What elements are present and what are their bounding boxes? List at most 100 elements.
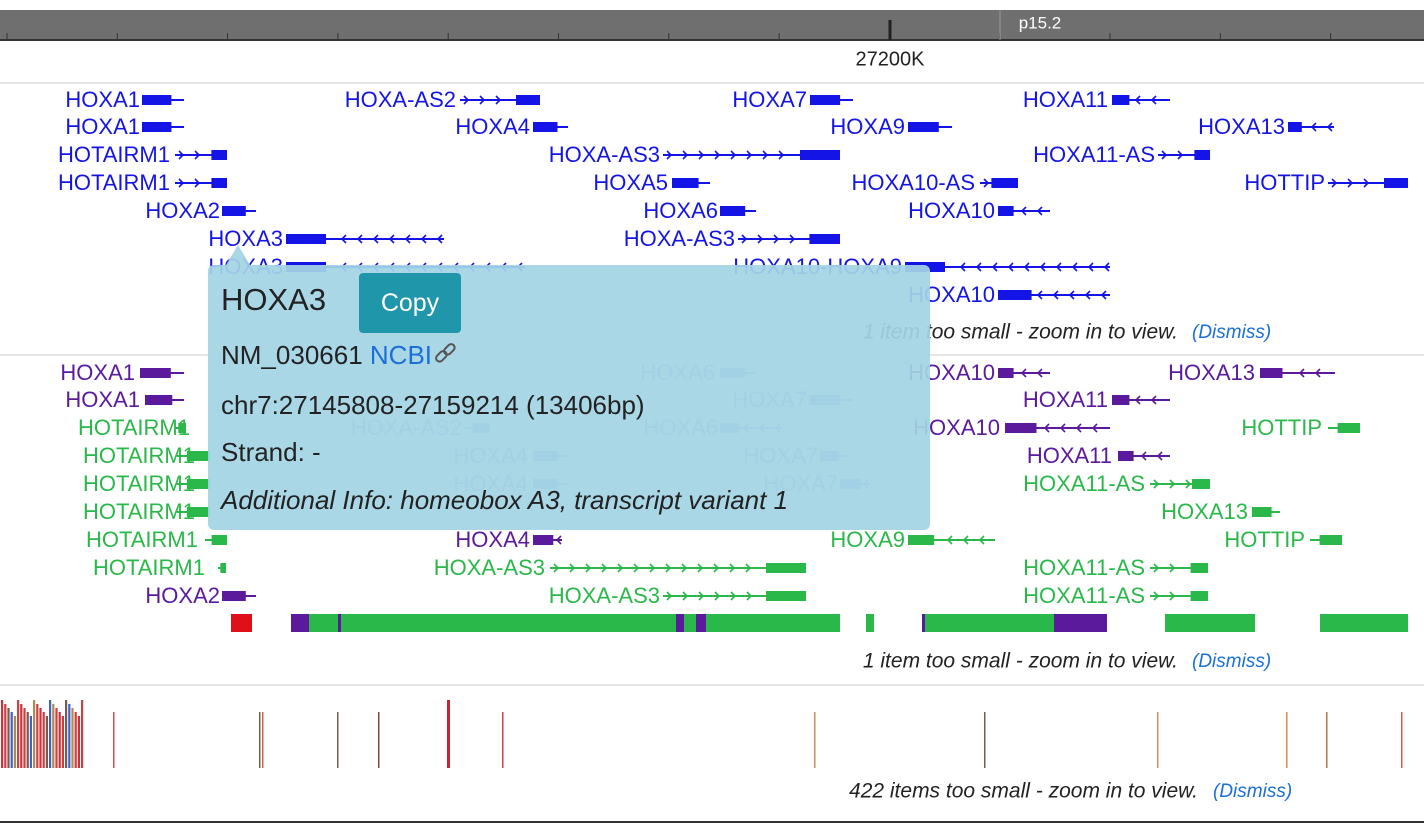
gene-item[interactable]: HOTTIP [1244,170,1408,195]
variant-mark [337,712,339,768]
gene-item[interactable]: HOXA11 [1027,443,1170,468]
strand-chevron [1150,95,1157,105]
gene-item[interactable]: HOXA9 [830,114,952,139]
dismiss-link[interactable]: (Dismiss) [1192,651,1271,672]
gene-item[interactable]: HOTAIRM1 [83,471,210,496]
intron-line [1150,595,1208,597]
strand-chevron [1177,150,1184,160]
gene-label: HOXA1 [65,387,140,412]
gene-item[interactable]: HOTAIRM1 [93,555,226,580]
variant-mark [26,712,29,768]
gene-item[interactable]: HOTAIRM1 [78,415,190,440]
gene-label: HOXA1 [65,114,140,139]
strand-chevron [666,591,673,601]
exon-block [1252,507,1272,517]
variant-mark [29,716,32,768]
exon-block [991,178,1018,188]
strand-chevron [959,262,966,272]
gene-item[interactable]: HOXA-AS2 [345,87,540,112]
exon-block [1288,122,1302,132]
variant-mark [20,704,23,768]
gene-label: HOXA5 [593,170,668,195]
variant-mark [74,712,77,768]
gene-item[interactable]: HOXA11-AS [1023,583,1208,608]
strand-chevron [178,150,185,160]
gene-item[interactable]: HOXA4 [455,527,562,552]
gene-label: HOXA11 [1023,87,1108,112]
gene-item[interactable]: HOXA-AS3 [624,226,840,251]
strand-chevron [946,535,953,545]
gene-item[interactable]: HOTAIRM1 [58,142,227,167]
gene-item[interactable]: HOXA10 [913,415,1110,440]
variant-mark [33,700,36,768]
strand-chevron [194,150,201,160]
gene-item[interactable]: HOXA7 [732,87,853,112]
gene-item[interactable]: HOXA2 [145,583,256,608]
gene-item[interactable]: HOTAIRM1 [58,170,227,195]
gene-item[interactable]: HOXA-AS3 [549,142,840,167]
strand-chevron [1363,178,1370,188]
dense-feature [338,614,341,632]
gene-item[interactable]: HOXA6 [643,198,756,223]
gene-item[interactable]: HOXA1 [60,360,184,385]
gene-item[interactable]: HOXA2 [145,198,256,223]
accession: NM_030661 [221,340,363,370]
dismiss-link[interactable]: (Dismiss) [1213,781,1292,802]
strand-chevron [553,563,560,573]
gene-item[interactable]: HOTAIRM1 [86,527,227,552]
exon-block [186,479,210,489]
gene-item[interactable]: HOXA1 [65,387,184,412]
exon-block [810,95,841,105]
too-small-note: 1 item too small - zoom in to view. [863,650,1178,673]
gene-label: HOTAIRM1 [83,471,195,496]
gene-item[interactable]: HOXA11 [1023,87,1170,112]
intron-line [1150,483,1210,485]
gene-item[interactable]: HOXA10 [908,198,1050,223]
exon-block [672,178,699,188]
gene-item[interactable]: HOXA1 [65,87,184,112]
variant-mark [23,708,26,768]
exon-block [1260,368,1283,378]
gene-item[interactable]: HOXA-AS3 [434,555,806,580]
strand-chevron [585,563,592,573]
gene-item[interactable]: HOXA13 [1168,360,1335,385]
variant-mark [81,700,84,768]
gene-label: HOXA10 [908,198,995,223]
gene-item[interactable]: HOXA-AS3 [549,583,806,608]
ncbi-link[interactable]: NCBI [369,340,433,370]
strand-chevron [1310,122,1317,132]
gene-item[interactable]: HOXA11-AS [1023,471,1210,496]
strand-chevron [1153,563,1160,573]
dismiss-link[interactable]: (Dismiss) [1192,322,1271,343]
gene-item[interactable]: HOTAIRM1 [83,499,210,524]
gene-item[interactable]: HOXA4 [455,114,568,139]
gene-item[interactable]: HOXA11-AS [1023,555,1208,580]
gene-item[interactable]: HOXA10-AS [852,170,1019,195]
gene-label: HOXA13 [1198,114,1285,139]
strand-chevron [746,591,753,601]
dense-feature [922,614,925,632]
gene-item[interactable]: HOTAIRM1 [83,443,210,468]
copy-button[interactable]: Copy [359,273,461,333]
gene-item[interactable]: HOXA13 [1198,114,1334,139]
gene-item[interactable]: HOXA11 [1023,387,1170,412]
intron-line [1112,99,1170,101]
gene-item[interactable]: HOXA1 [65,114,184,139]
gene-item[interactable]: HOXA10 [908,282,1110,307]
variant-mark [65,700,68,768]
gene-item[interactable]: HOXA13 [1161,499,1280,524]
strand-chevron [1331,178,1338,188]
strand-chevron [666,150,673,160]
gene-label: HOXA11 [1027,443,1112,468]
gene-label: HOTAIRM1 [83,443,195,468]
strand-chevron [1084,290,1091,300]
intron-line [1158,154,1210,156]
gene-item[interactable]: HOXA11-AS [1033,142,1210,167]
gene-item[interactable]: HOXA5 [593,170,710,195]
gene-item[interactable]: HOTTIP [1224,527,1342,552]
strand-chevron [601,563,608,573]
variant-mark [55,708,58,768]
gene-item[interactable]: HOXA9 [830,527,995,552]
gene-label: HOXA4 [455,114,530,139]
gene-item[interactable]: HOTTIP [1241,415,1360,440]
